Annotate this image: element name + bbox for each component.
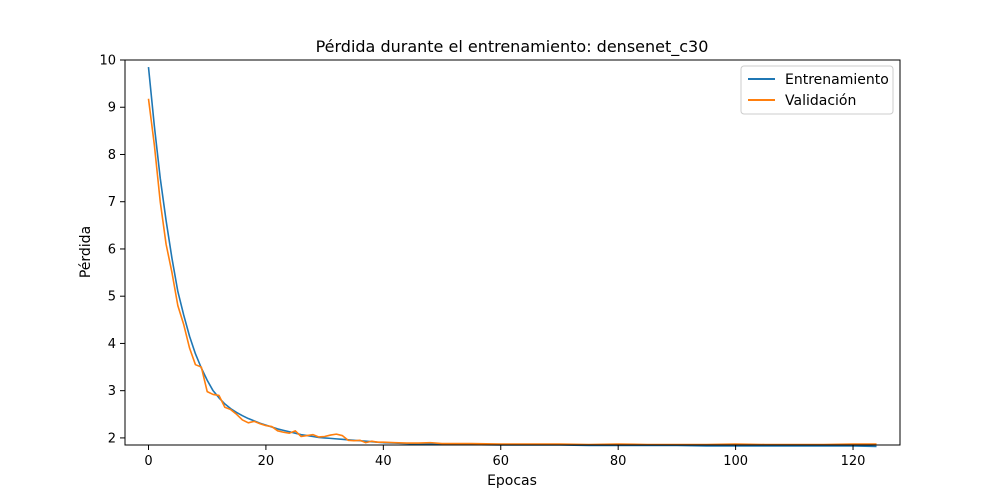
x-tick-label: 0 (144, 454, 152, 469)
x-tick-label: 120 (841, 454, 866, 469)
y-tick-label: 3 (108, 384, 116, 399)
y-axis-label: Pérdida (78, 226, 94, 278)
y-tick-label: 10 (99, 54, 116, 69)
y-tick-label: 2 (108, 431, 116, 446)
y-tick-label: 7 (108, 195, 116, 210)
y-tick-label: 8 (108, 148, 116, 163)
chart-title: Pérdida durante el entrenamiento: densen… (316, 37, 709, 57)
series-line-entrenamiento (147, 67, 877, 448)
x-tick-label: 60 (492, 454, 509, 469)
legend-label-validacion: Validación (785, 93, 856, 109)
series-line-validacion (147, 98, 877, 446)
y-tick-label: 6 (108, 242, 116, 257)
x-tick-label: 20 (258, 454, 275, 469)
series-layer (147, 67, 877, 448)
x-axis: 0 20 40 60 80 100 120 (144, 445, 865, 469)
plot-frame (124, 59, 901, 446)
y-tick-label: 9 (108, 101, 116, 116)
x-tick-label: 40 (375, 454, 392, 469)
x-tick-label: 100 (723, 454, 748, 469)
y-tick-label: 5 (108, 290, 116, 305)
legend-box (740, 65, 894, 115)
legend: Entrenamiento Validación (740, 65, 894, 115)
y-tick-label: 4 (108, 337, 116, 352)
legend-label-entrenamiento: Entrenamiento (785, 72, 889, 88)
x-axis-label: Epocas (487, 473, 537, 489)
y-axis: 2 3 4 5 6 7 8 9 10 (99, 54, 125, 446)
x-tick-label: 80 (610, 454, 627, 469)
